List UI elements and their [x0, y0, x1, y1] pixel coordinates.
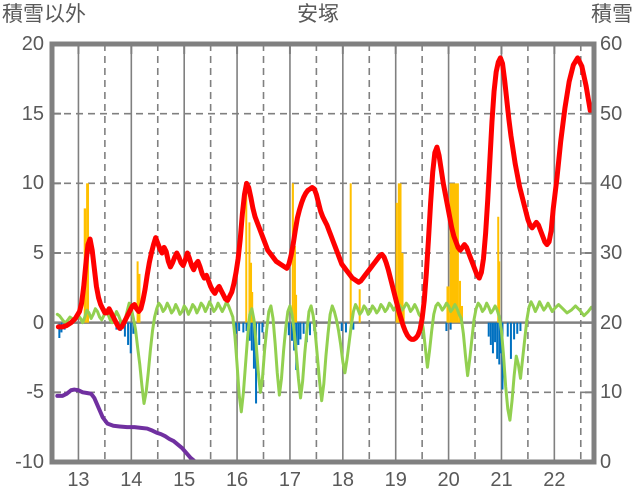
y-axis-left-tick--5: -5 [26, 381, 44, 404]
x-axis-tick-19: 19 [384, 469, 407, 491]
x-axis-tick-16: 16 [225, 469, 249, 491]
axis-ticks [52, 43, 594, 463]
y-axis-left-tick-15: 15 [21, 102, 44, 125]
y-axis-left-tick-5: 5 [32, 242, 44, 264]
y-axis-right-tick-50: 50 [600, 102, 623, 125]
y-axis-right-tick-20: 20 [600, 311, 623, 334]
x-axis-tick-21: 21 [490, 469, 513, 491]
x-axis-tick-13: 13 [67, 469, 90, 491]
y-axis-left-tick-20: 20 [21, 33, 44, 55]
y-axis-right-tick-10: 10 [600, 381, 623, 404]
y-axis-left-tick-10: 10 [21, 172, 44, 195]
x-axis-tick-18: 18 [331, 469, 354, 491]
y-axis-left-tick--10: -10 [15, 451, 44, 473]
x-axis-tick-22: 22 [543, 469, 566, 491]
data-series [55, 55, 594, 462]
x-axis-tick-14: 14 [120, 469, 143, 491]
x-axis-tick-20: 20 [437, 469, 460, 491]
x-axis-tick-17: 17 [278, 469, 302, 491]
y-axis-left-tick-0: 0 [32, 311, 44, 334]
y-axis-right-tick-30: 30 [600, 242, 623, 264]
right-axis-title: 積雪 [591, 3, 633, 26]
y-axis-right-tick-40: 40 [600, 172, 623, 195]
left-axis-title: 積雪以外 [2, 3, 86, 26]
y-axis-right-tick-60: 60 [600, 33, 623, 55]
x-axis-tick-15: 15 [173, 469, 196, 491]
y-axis-right-tick-0: 0 [600, 451, 612, 473]
chart-title: 安塚 [297, 3, 339, 26]
